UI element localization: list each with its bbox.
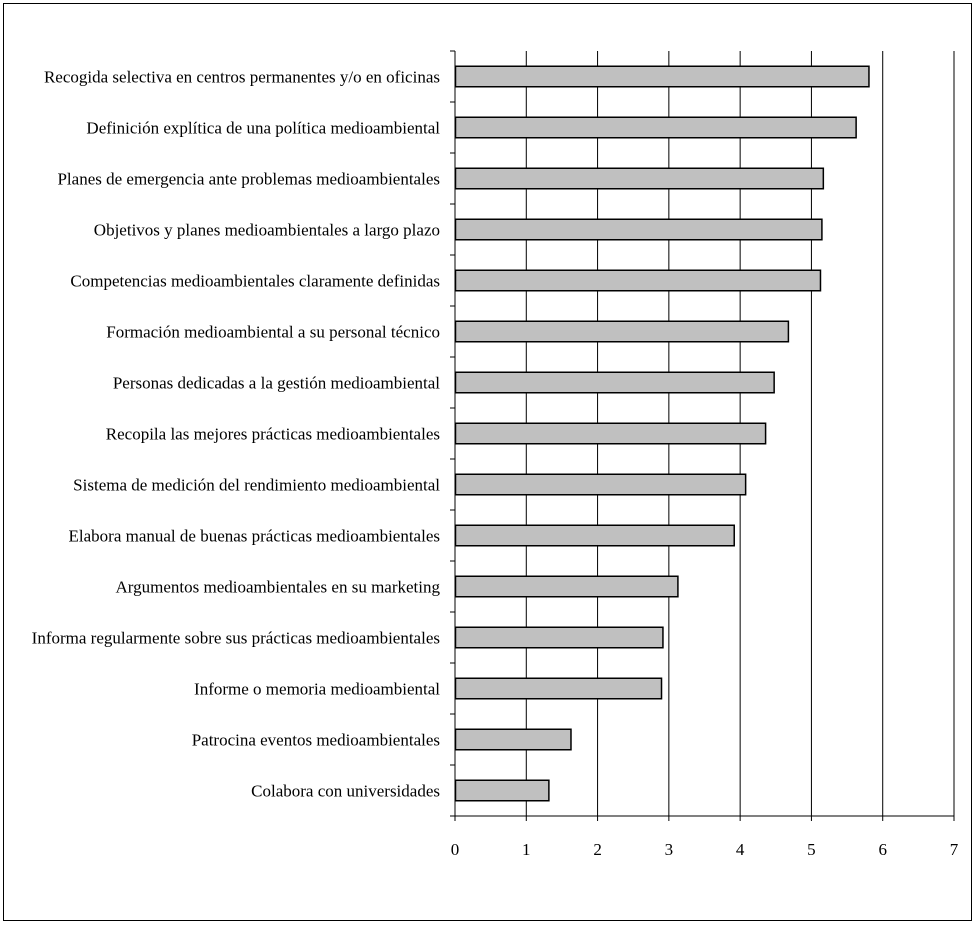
category-label: Argumentos medioambientales en su market…	[115, 578, 440, 597]
x-tick-label: 2	[593, 840, 602, 859]
bar-chart: Recogida selectiva en centros permanente…	[32, 50, 959, 859]
bar	[454, 218, 823, 241]
bar	[454, 473, 747, 496]
bar	[454, 626, 664, 649]
category-label: Patrocina eventos medioambientales	[192, 731, 440, 750]
x-tick-label: 0	[451, 840, 460, 859]
x-tick-label: 4	[736, 840, 745, 859]
bar	[454, 320, 790, 343]
bar	[454, 65, 870, 88]
category-label: Objetivos y planes medioambientales a la…	[94, 221, 440, 240]
bar	[454, 269, 822, 292]
category-label: Informa regularmente sobre sus prácticas…	[32, 629, 440, 648]
bar	[454, 524, 735, 547]
category-label: Competencias medioambientales claramente…	[70, 272, 440, 291]
category-labels: Recogida selectiva en centros permanente…	[32, 68, 441, 801]
x-tick-label: 6	[878, 840, 887, 859]
bar	[454, 422, 767, 445]
value-axis	[450, 50, 955, 821]
category-label: Recopila las mejores prácticas medioambi…	[106, 425, 440, 444]
category-label: Informe o memoria medioambiental	[194, 680, 440, 699]
x-tick-label: 1	[522, 840, 531, 859]
bar	[454, 728, 572, 751]
bars	[454, 65, 870, 802]
bar	[454, 116, 857, 139]
category-label: Colabora con universidades	[251, 782, 440, 801]
bar	[454, 371, 775, 394]
x-tick-label: 5	[807, 840, 816, 859]
category-label: Personas dedicadas a la gestión medioamb…	[113, 374, 440, 393]
bar	[454, 779, 550, 802]
chart-frame: Recogida selectiva en centros permanente…	[3, 3, 972, 921]
bar	[454, 575, 679, 598]
category-label: Definición explítica de una política med…	[86, 119, 440, 138]
category-label: Recogida selectiva en centros permanente…	[44, 68, 440, 87]
category-label: Sistema de medición del rendimiento medi…	[73, 476, 440, 495]
bar	[454, 677, 663, 700]
tick-labels: 0 1 2 3 4 5 6 7	[451, 840, 959, 859]
category-label: Elabora manual de buenas prácticas medio…	[69, 527, 441, 546]
category-label: Planes de emergencia ante problemas medi…	[57, 170, 440, 189]
bar	[454, 167, 825, 190]
x-tick-label: 3	[665, 840, 674, 859]
x-tick-label: 7	[950, 840, 959, 859]
category-label: Formación medioambiental a su personal t…	[106, 323, 440, 342]
